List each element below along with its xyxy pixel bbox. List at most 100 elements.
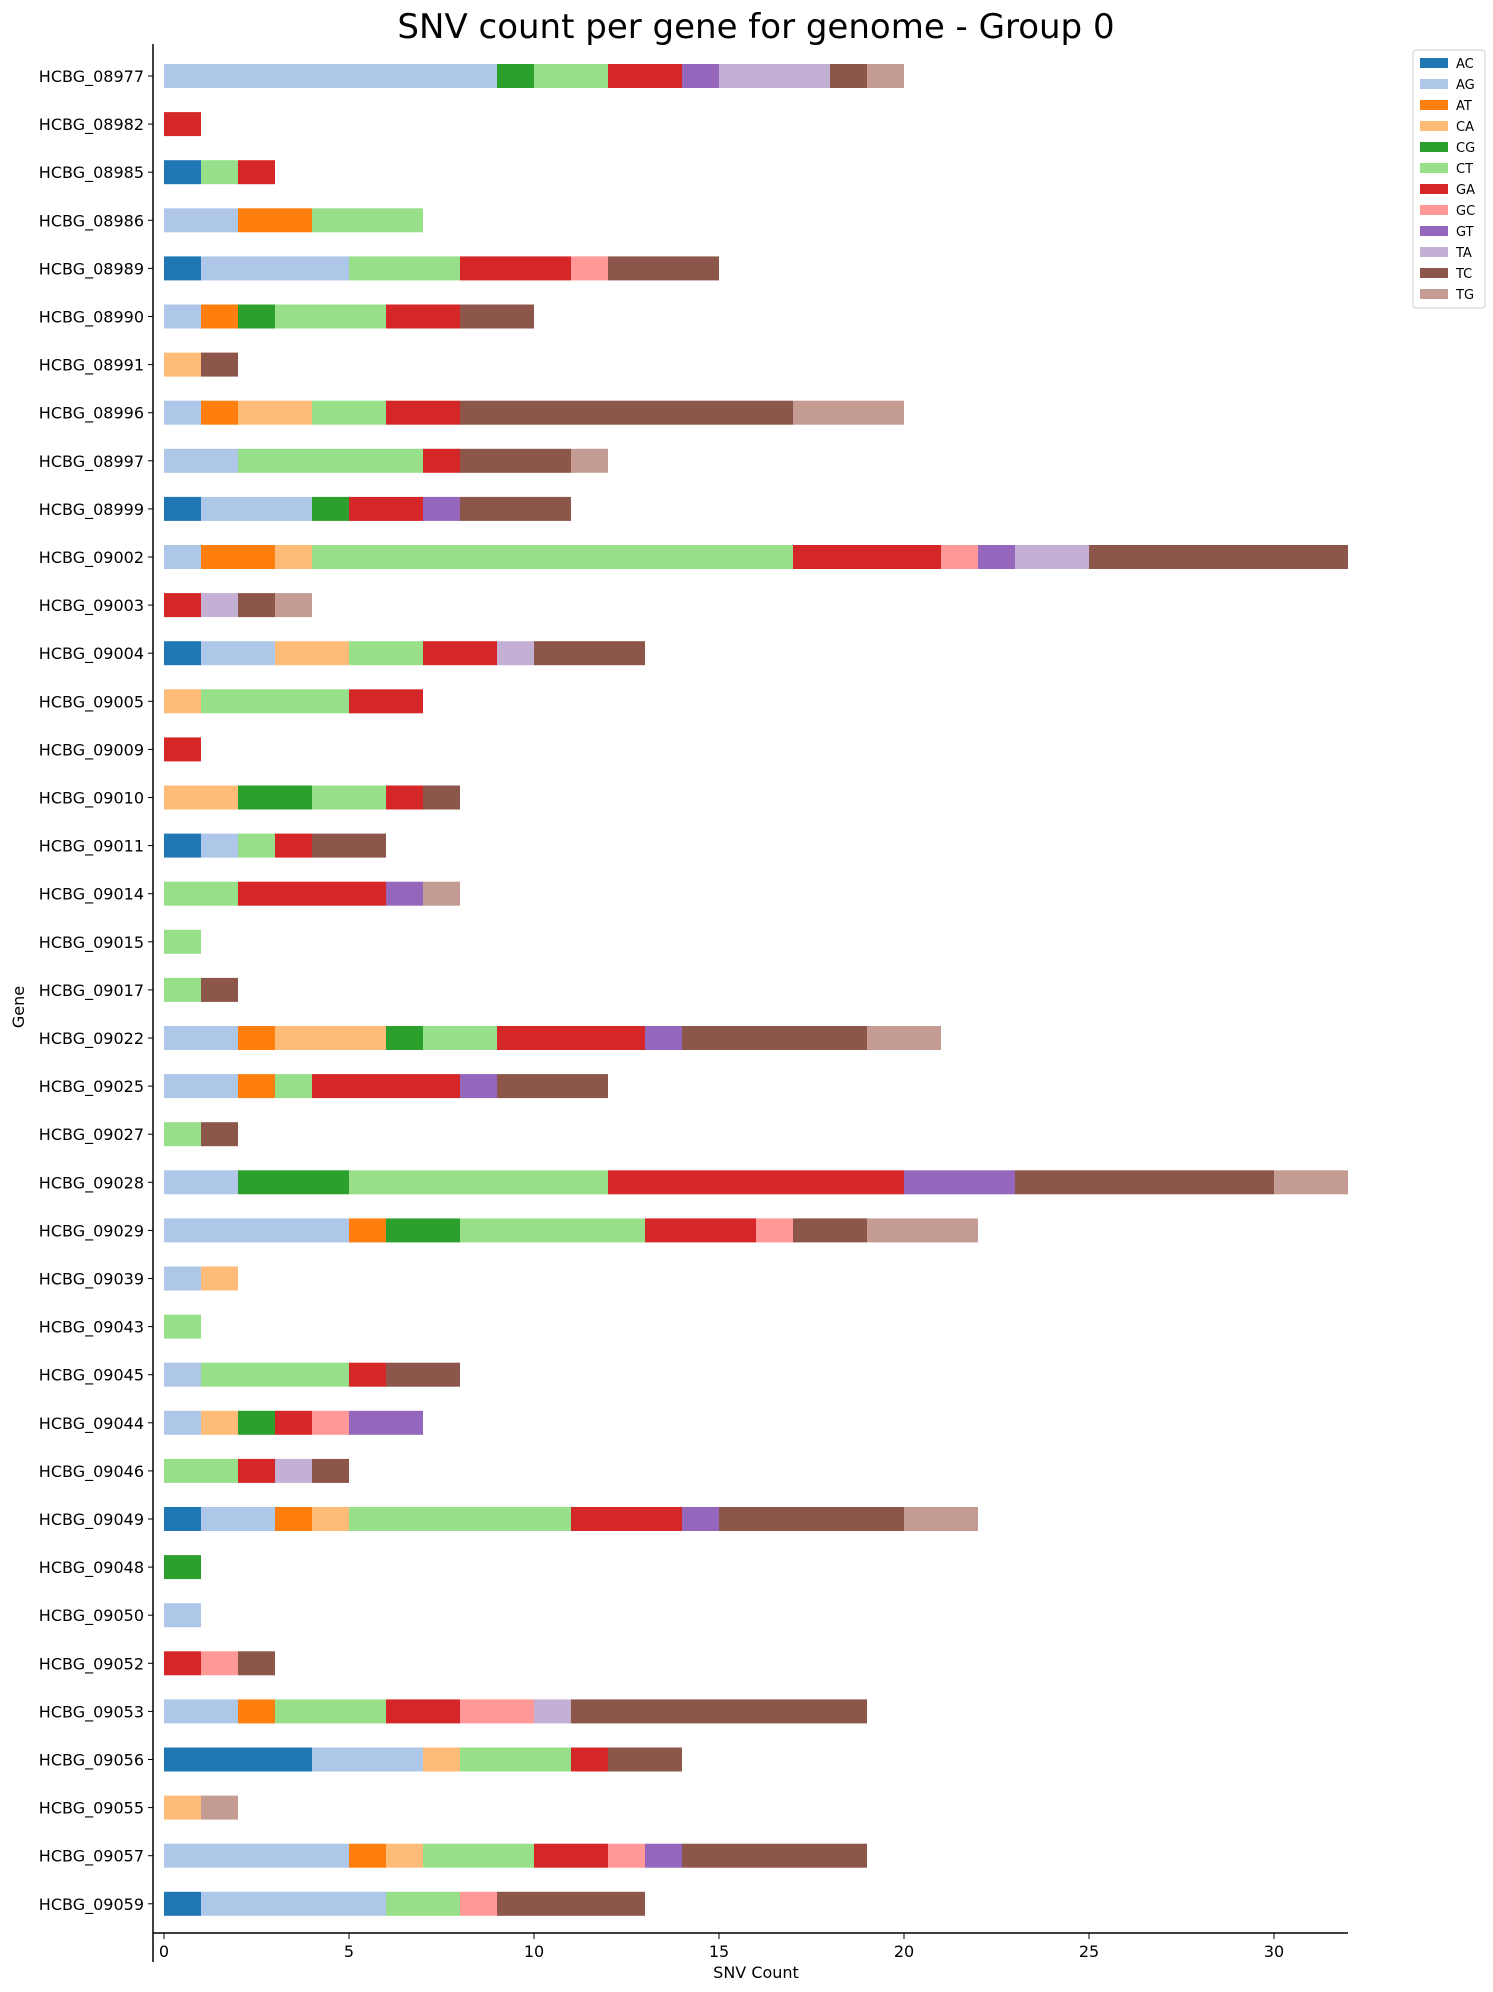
chart-title: SNV count per gene for genome - Group 0: [397, 7, 1114, 47]
legend-swatch-ta: [1420, 247, 1448, 257]
bar-segment-ag: [164, 1026, 238, 1050]
x-axis-ticks: 0 5 10 15 20 25 30: [159, 1933, 1284, 1961]
legend-label: GA: [1456, 183, 1475, 198]
bar-segment-tc: [682, 1843, 867, 1868]
y-tick-label: HCBG_09010: [39, 789, 144, 809]
bar-segment-ct: [312, 400, 386, 425]
bar-segment-tg: [904, 1507, 978, 1531]
bar-segment-tc: [312, 833, 386, 858]
bar-segment-tg: [793, 400, 904, 425]
bar-segment-tc: [534, 641, 645, 666]
bar-segment-tc: [238, 593, 275, 618]
bar-segment-at: [275, 1507, 312, 1531]
y-axis-ticks: HCBG_08977 HCBG_08982 HCBG_08985 HCBG_08986…: [39, 67, 153, 1915]
bar-segment-gc: [201, 1651, 238, 1676]
legend: AC AG AT CA CG CT GA GC GT TA TC TG: [1412, 49, 1486, 309]
bar-segment-ct: [349, 1507, 571, 1531]
bar-segment-ct: [386, 1891, 460, 1916]
y-tick-label: HCBG_09005: [39, 692, 144, 712]
x-tick-label: 10: [524, 1942, 544, 1961]
legend-label: CT: [1456, 162, 1473, 177]
bar-segment-ga: [349, 1362, 386, 1387]
bar-segment-tc: [497, 1891, 645, 1916]
bar-segment-ag: [164, 1218, 349, 1243]
y-tick-label: HCBG_09044: [39, 1414, 144, 1434]
bar-segment-ga: [164, 593, 201, 618]
bar-segment-ca: [164, 1795, 201, 1820]
legend-swatch-ga: [1420, 184, 1448, 194]
bar-segment-gc: [312, 1410, 349, 1435]
bar-segment-ag: [164, 304, 201, 329]
bar-segment-ga: [275, 833, 312, 858]
bar-segment-tc: [238, 1651, 275, 1676]
bar-segment-ct: [349, 256, 460, 281]
y-tick-label: HCBG_08986: [39, 211, 144, 231]
y-tick-label: HCBG_08982: [39, 115, 144, 135]
bar-segment-ag: [164, 1266, 201, 1291]
legend-label: AT: [1456, 99, 1472, 114]
bar-segment-ag: [201, 256, 349, 281]
bar-segment-ga: [275, 1410, 312, 1435]
bar-segment-at: [201, 304, 238, 329]
bar-segment-cg: [312, 496, 349, 521]
bar-segment-ta: [201, 593, 238, 618]
bar-segment-tc: [497, 1074, 608, 1099]
bar-segment-gt: [682, 1507, 719, 1531]
bar-segment-ct: [349, 1170, 608, 1195]
bar-segment-ca: [201, 1410, 238, 1435]
bar-segment-ag: [164, 1362, 201, 1387]
bar-segment-ag: [164, 1603, 201, 1628]
bar-segment-gt: [978, 545, 1015, 569]
y-tick-label: HCBG_09029: [39, 1221, 144, 1241]
y-tick-label: HCBG_09053: [39, 1702, 144, 1722]
bar-segment-ct: [312, 545, 793, 569]
bar-segment-ag: [164, 1699, 238, 1724]
bar-segment-tg: [1274, 1170, 1348, 1195]
bar-segment-tc: [608, 256, 719, 281]
bar-segment-gt: [645, 1843, 682, 1868]
bar-segment-cg: [386, 1218, 460, 1243]
bar-segment-ga: [571, 1747, 608, 1772]
bar-segment-at: [238, 1026, 275, 1050]
bar-segment-ct: [312, 785, 386, 810]
bar-segment-tc: [793, 1218, 867, 1243]
bar-segment-gt: [682, 64, 719, 88]
bar-segment-tc: [460, 496, 571, 521]
bar-segment-ga: [460, 256, 571, 281]
bar-segment-ag: [164, 545, 201, 569]
bar-segment-ga: [386, 400, 460, 425]
bar-segment-ca: [275, 1026, 386, 1050]
legend-swatch-at: [1420, 100, 1448, 110]
bar-segment-tc: [608, 1747, 682, 1772]
legend-label: GT: [1456, 225, 1474, 240]
bar-segment-ca: [275, 545, 312, 569]
y-tick-label: HCBG_09049: [39, 1510, 144, 1530]
bar-segment-gc: [571, 256, 608, 281]
y-tick-label: HCBG_08985: [39, 163, 144, 183]
bar-segment-gt: [460, 1074, 497, 1099]
y-tick-label: HCBG_09027: [39, 1125, 144, 1145]
legend-label: TC: [1455, 267, 1472, 282]
bar-segment-ta: [275, 1458, 312, 1483]
y-tick-label: HCBG_09003: [39, 596, 144, 616]
bar-segment-ta: [497, 641, 534, 666]
y-axis-label: Gene: [9, 986, 28, 1028]
y-tick-label: HCBG_09055: [39, 1799, 144, 1819]
bar-segment-tg: [275, 593, 312, 618]
bar-segment-ga: [608, 64, 682, 88]
bar-segment-tg: [867, 1218, 978, 1243]
bar-segment-ca: [386, 1843, 423, 1868]
bar-segment-ta: [1015, 545, 1089, 569]
legend-frame: [1412, 49, 1486, 309]
legend-swatch-ag: [1420, 79, 1448, 89]
y-tick-label: HCBG_09017: [39, 981, 144, 1001]
bar-segment-gc: [460, 1699, 534, 1724]
x-tick-label: 30: [1264, 1942, 1284, 1961]
bar-segment-ct: [534, 64, 608, 88]
bar-segment-ct: [201, 1362, 349, 1387]
legend-swatch-ct: [1420, 163, 1448, 173]
bar-segment-tc: [682, 1026, 867, 1050]
bar-segment-tc: [423, 785, 460, 810]
bar-segment-ct: [164, 1122, 201, 1147]
bar-segment-ag: [164, 64, 497, 88]
